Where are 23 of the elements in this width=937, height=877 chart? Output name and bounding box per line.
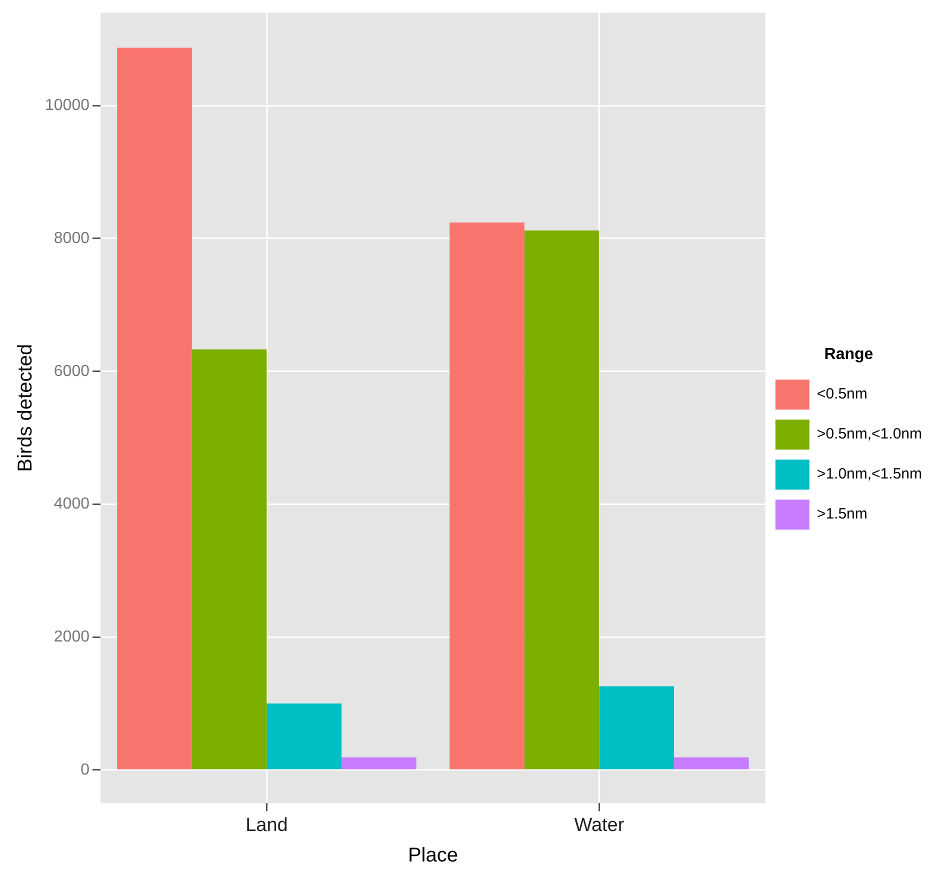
bar [266,704,342,770]
bar [342,757,416,770]
x-tick-label: Water [574,814,625,836]
legend-label: <0.5nm [816,386,868,403]
y-tick-label: 0 [80,761,90,778]
x-tick-label: Land [246,814,288,836]
bar [524,230,600,770]
y-tick-label: 2000 [54,628,90,646]
bar [117,48,192,770]
y-axis-title: Birds detected [14,344,37,472]
bar [192,349,267,770]
legend-title: Range [824,346,874,363]
y-tick-label: 10000 [44,97,90,114]
y-tick-label: 4000 [54,496,90,513]
bar [450,222,524,770]
legend-label: >1.5nm [816,506,868,523]
y-tick-label: 8000 [54,230,90,247]
bar [599,686,674,770]
bar [674,757,749,770]
legend-label: >1.0nm,<1.5nm [816,466,922,483]
y-tick-label: 6000 [54,362,90,380]
x-axis-title: Place [408,844,458,867]
legend-label: >0.5nm,<1.0nm [816,426,922,443]
